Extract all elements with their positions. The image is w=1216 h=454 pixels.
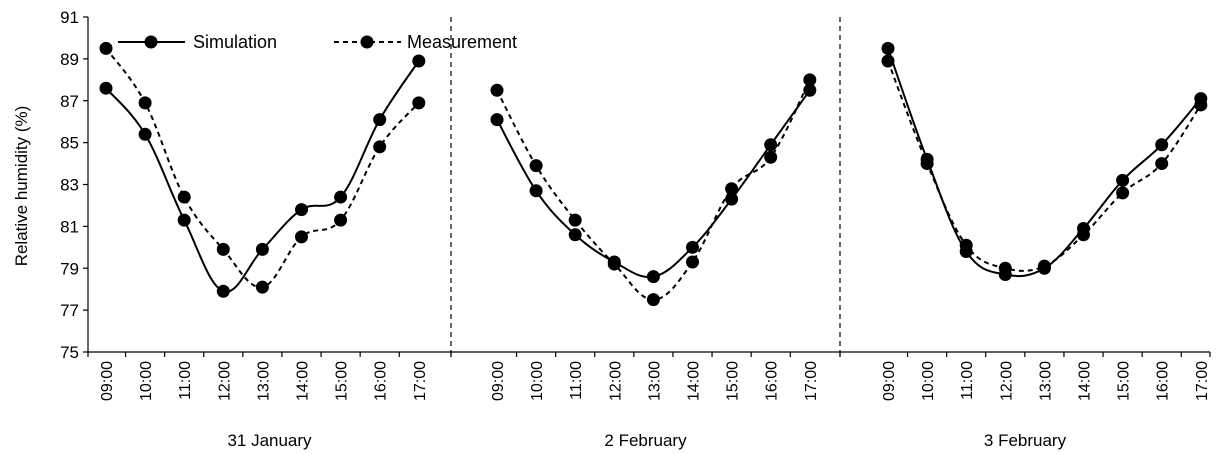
measurement-point (1037, 259, 1051, 273)
y-tick-label: 91 (60, 8, 79, 27)
x-tick-label: 17:00 (803, 361, 820, 401)
x-tick-label: 10:00 (529, 361, 546, 401)
x-tick-label: 13:00 (1037, 361, 1054, 401)
x-tick-label: 15:00 (334, 361, 351, 401)
simulation-point (334, 190, 348, 204)
simulation-line (496, 89, 811, 279)
simulation-point (216, 284, 230, 298)
group-label: 2 February (604, 431, 687, 450)
measurement-point (216, 242, 230, 256)
x-tick-label: 15:00 (725, 361, 742, 401)
x-tick-label: 09:00 (881, 361, 898, 401)
measurement-point (255, 280, 269, 294)
simulation-point (529, 184, 543, 198)
x-tick-label: 17:00 (412, 361, 429, 401)
y-tick-label: 83 (60, 176, 79, 195)
x-tick-label: 13:00 (646, 361, 663, 401)
x-tick-label: 12:00 (998, 361, 1015, 401)
simulation-point (1155, 138, 1169, 152)
measurement-point (1194, 98, 1208, 112)
measurement-point (646, 293, 660, 307)
x-tick-label: 11:00 (959, 361, 976, 400)
measurement-point (99, 41, 113, 55)
x-tick-label: 12:00 (607, 361, 624, 401)
x-tick-label: 13:00 (255, 361, 272, 401)
group-label: 3 February (984, 431, 1067, 450)
legend-measurement-label: Measurement (407, 32, 517, 52)
measurement-point (1116, 186, 1130, 200)
measurement-point (1077, 228, 1090, 242)
y-tick-label: 87 (60, 92, 79, 111)
legend-measurement-marker (360, 35, 374, 49)
legend: Simulation Measurement (118, 32, 517, 52)
measurement-line (887, 60, 1202, 272)
simulation-point (177, 213, 191, 227)
simulation-point (1116, 173, 1130, 187)
x-tick-label: 16:00 (1155, 361, 1172, 401)
legend-simulation-marker (144, 35, 158, 49)
x-tick-label: 14:00 (295, 361, 312, 401)
y-tick-label: 81 (60, 217, 79, 236)
simulation-point (646, 270, 660, 284)
measurement-point (334, 213, 348, 227)
x-tick-label: 17:00 (1194, 361, 1211, 401)
group-label: 31 January (227, 431, 312, 450)
simulation-point (255, 242, 269, 256)
simulation-point (295, 203, 308, 217)
x-tick-label: 14:00 (1077, 361, 1094, 401)
series-layer (99, 41, 1208, 307)
y-tick-label: 89 (60, 50, 79, 69)
x-tick-label: 09:00 (490, 361, 507, 401)
simulation-point (138, 127, 152, 141)
y-tick-label: 85 (60, 134, 79, 153)
measurement-point (686, 255, 699, 269)
axes: 75 77 79 81 83 85 87 89 91 09:00 10:00 11:00 12:00 13… (60, 8, 1211, 450)
x-tick-label: 11:00 (568, 361, 585, 400)
measurement-point (568, 213, 582, 227)
x-tick-label: 15:00 (1116, 361, 1133, 401)
simulation-line (105, 60, 420, 293)
measurement-line (496, 79, 811, 301)
simulation-point (725, 192, 739, 206)
simulation-point (373, 113, 387, 127)
measurement-point (803, 73, 817, 87)
measurement-point (295, 230, 308, 244)
measurement-point (725, 182, 739, 196)
measurement-point (998, 261, 1012, 275)
simulation-point (99, 81, 113, 95)
x-tick-label: 16:00 (373, 361, 390, 401)
measurement-point (373, 140, 387, 154)
x-tick-label: 12:00 (216, 361, 233, 401)
measurement-point (1155, 157, 1169, 171)
y-tick-label: 79 (60, 259, 79, 278)
simulation-point (568, 228, 582, 242)
x-tick-label: 10:00 (920, 361, 937, 401)
simulation-point (490, 113, 504, 127)
measurement-point (920, 157, 934, 171)
simulation-point (686, 240, 699, 254)
y-tick-label: 77 (60, 301, 79, 320)
simulation-point (412, 54, 426, 68)
x-tick-label: 10:00 (138, 361, 155, 401)
measurement-point (764, 150, 778, 164)
x-tick-label: 11:00 (177, 361, 194, 400)
simulation-point (881, 41, 895, 55)
measurement-point (959, 238, 973, 252)
x-tick-label: 14:00 (686, 361, 703, 401)
measurement-point (177, 190, 191, 204)
legend-simulation-label: Simulation (193, 32, 277, 52)
simulation-point (764, 138, 778, 152)
simulation-line (887, 48, 1202, 278)
measurement-point (529, 159, 543, 173)
y-tick-label: 75 (60, 343, 79, 362)
measurement-point (490, 83, 504, 97)
measurement-point (138, 96, 152, 110)
y-axis-title: Relative humidity (%) (12, 106, 31, 267)
measurement-point (607, 257, 621, 271)
measurement-point (412, 96, 426, 110)
x-tick-label: 16:00 (764, 361, 781, 401)
x-tick-label: 09:00 (99, 361, 116, 401)
measurement-point (881, 54, 895, 68)
